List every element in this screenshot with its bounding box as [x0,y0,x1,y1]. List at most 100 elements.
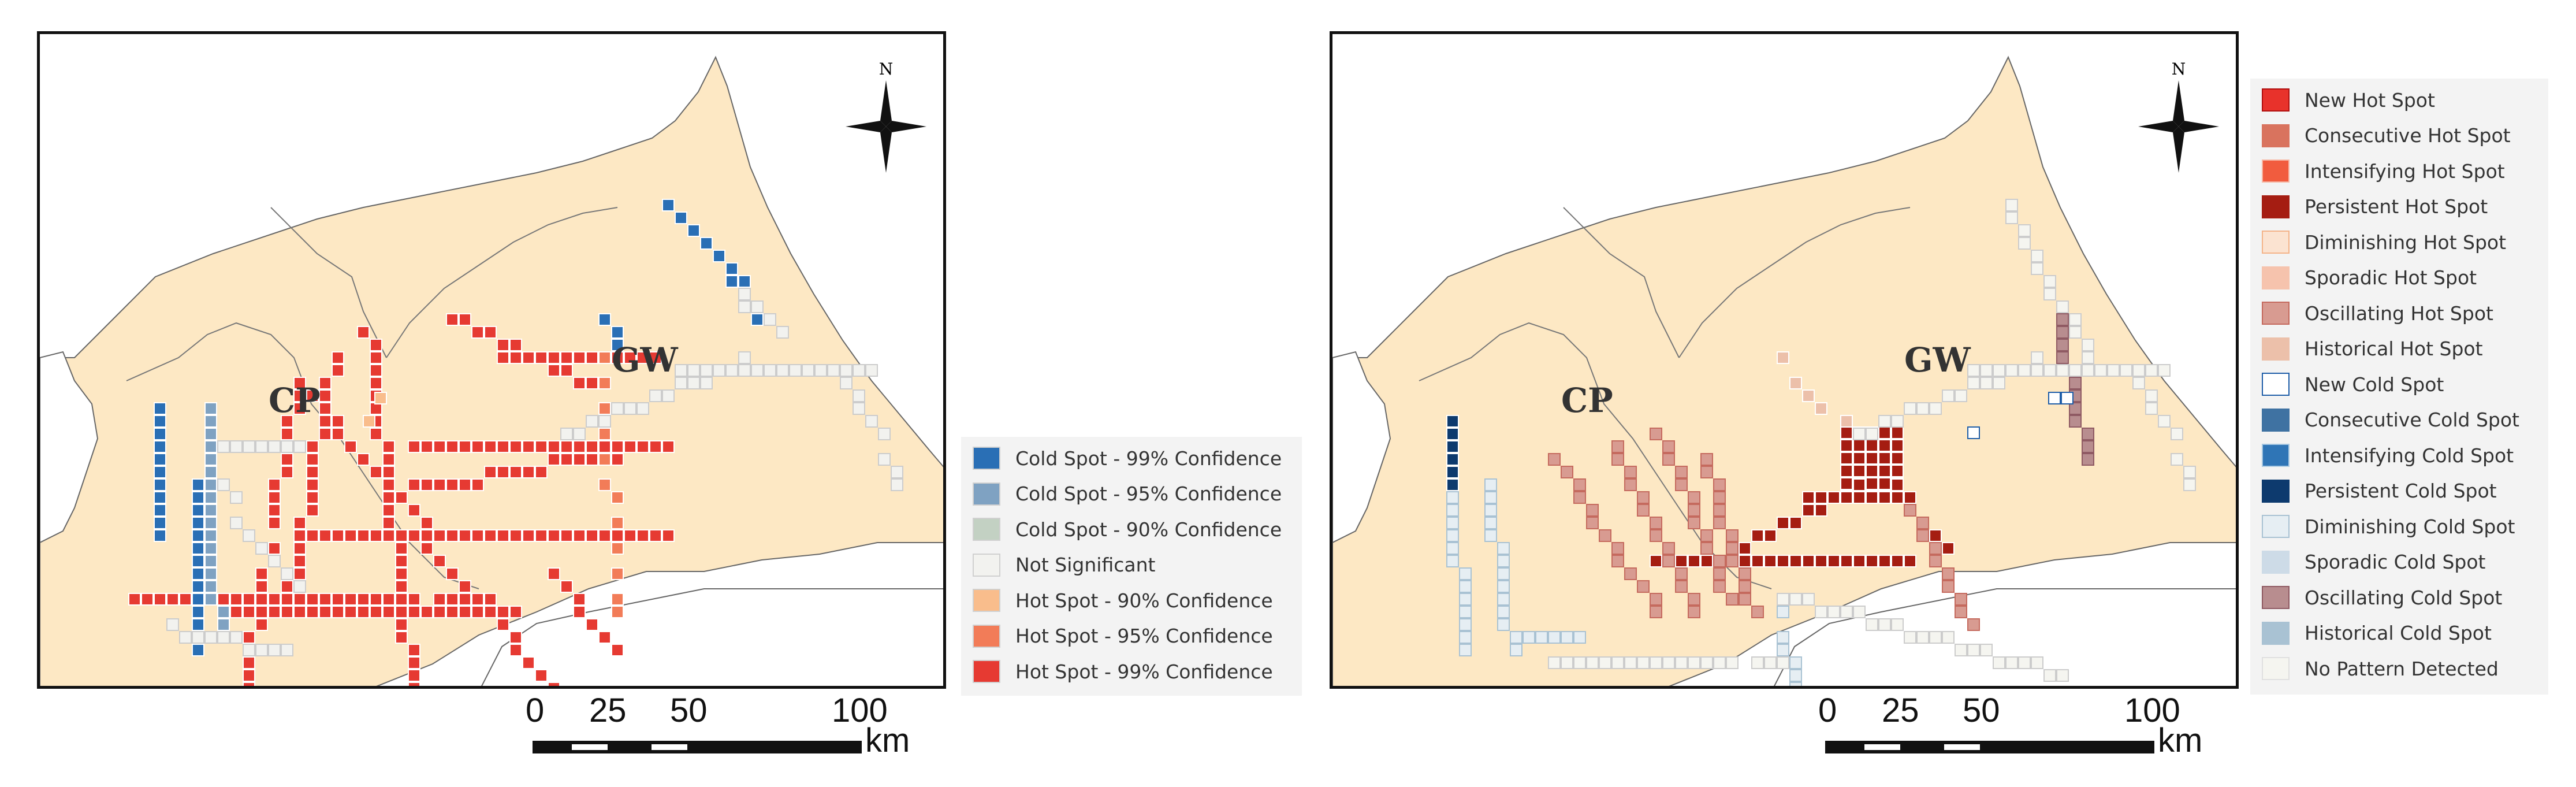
diminishing-cold-spot-cell [1789,669,1802,682]
hot-spot-cell [293,606,306,618]
hot-spot-cell [255,606,268,618]
legend-label: Cold Spot - 95% Confidence [1015,482,1282,505]
hot-spot-cell [611,351,624,364]
legend-swatch [2262,88,2290,112]
hot-spot-cell [586,377,598,389]
no-pattern-cell [2069,364,2082,377]
scale-tick-50: 50 [1963,692,2000,729]
hot-spot-cell [548,567,560,580]
no-pattern-cell [2056,364,2069,377]
no-pattern-cell [2031,351,2043,364]
cold-spot-cell [154,504,166,517]
left-map-panel[interactable]: CP GW N [37,31,946,689]
hot-spot-cell [281,593,293,606]
no-pattern-cell [1993,656,2005,669]
hot-spot-cell [293,567,306,580]
scale-tick-25: 25 [1882,692,1919,729]
hot-spot-cell [293,517,306,529]
hot-spot-cell [497,440,509,453]
hot-spot-cell [636,529,649,542]
no-pattern-cell [1904,631,1916,644]
hot-spot-cell [548,453,560,466]
not-significant-cell [853,402,865,415]
not-significant-cell [675,377,687,389]
no-pattern-cell [1662,656,1675,669]
not-significant-cell [891,466,903,478]
legend-swatch [973,518,1000,541]
oscillating-cold-spot-cell [2069,415,2082,428]
scale-unit: km [865,722,910,759]
hot-spot-cell [374,392,387,404]
persistent-hot-spot-cell [1878,555,1891,567]
no-pattern-cell [1993,364,2005,377]
hot-spot-cell [306,453,319,466]
hot-spot-cell [446,478,459,491]
cold-spot-cell [217,606,230,618]
hot-spot-cell [433,606,446,618]
hot-spot-cell [624,529,636,542]
persistent-hot-spot-cell [1853,439,1866,452]
hot-spot-cell [509,466,522,478]
hot-spot-cell [293,555,306,567]
diminishing-cold-spot-cell [1484,504,1497,517]
not-significant-cell [738,351,751,364]
not-significant-cell [789,364,802,377]
no-pattern-cell [2094,364,2107,377]
cold-spot-cell [687,224,700,237]
not-significant-cell [675,364,687,377]
hot-spot-cell [332,364,344,377]
hot-spot-cell [611,593,624,606]
right-scale-bar: 0 25 50 100 km [1818,691,2211,760]
persistent-hot-spot-cell [1840,477,1853,490]
diminishing-cold-spot-cell [1459,606,1472,618]
scale-tick-0: 0 [1818,692,1837,729]
hot-spot-cell [598,402,611,415]
hot-spot-cell [560,580,573,593]
hot-spot-cell [624,440,636,453]
hot-spot-cell [459,440,471,453]
no-pattern-cell [1955,644,1967,656]
oscillating-hot-spot-cell [1955,606,1967,618]
cold-spot-cell [192,542,204,555]
hot-spot-cell [243,682,255,686]
right-map-panel[interactable]: CP GW N [1330,31,2239,689]
oscillating-hot-spot-cell [1561,466,1573,478]
persistent-hot-spot-cell [1866,491,1878,504]
legend-item: Consecutive Hot Spot [2250,119,2511,153]
legend-label: Persistent Cold Spot [2305,480,2497,502]
oscillating-hot-spot-cell [1700,529,1713,542]
not-significant-cell [230,440,243,453]
no-pattern-cell [1878,415,1891,428]
legend-swatch [973,553,1000,577]
no-pattern-cell [1980,644,1993,656]
hot-spot-cell [370,428,382,440]
no-pattern-cell [2183,466,2196,478]
oscillating-hot-spot-cell [1586,517,1599,529]
hot-spot-cell [408,593,420,606]
no-pattern-cell [2145,389,2158,402]
no-pattern-cell [1942,631,1955,644]
oscillating-hot-spot-cell [1942,580,1955,593]
legend-label: Hot Spot - 95% Confidence [1015,625,1273,647]
hot-spot-cell [268,542,281,555]
persistent-hot-spot-cell [1827,555,1840,567]
hot-spot-cell [484,440,497,453]
no-pattern-cell [1599,656,1611,669]
no-pattern-cell [1929,631,1942,644]
no-pattern-cell [1853,428,1866,440]
no-pattern-cell [2145,402,2158,415]
diminishing-cold-spot-cell [1497,618,1510,631]
hot-spot-cell [382,517,395,529]
hot-spot-cell [573,377,586,389]
hot-spot-cell [255,567,268,580]
legend-swatch [973,589,1000,612]
no-pattern-cell [1777,593,1789,606]
diminishing-cold-spot-cell [1459,631,1472,644]
hot-spot-cell [446,440,459,453]
not-significant-cell [891,478,903,491]
cold-spot-cell [192,644,204,656]
hot-spot-cell [420,606,433,618]
oscillating-hot-spot-cell [1611,453,1624,466]
hot-spot-cell [255,618,268,631]
cold-spot-cell [662,199,675,211]
